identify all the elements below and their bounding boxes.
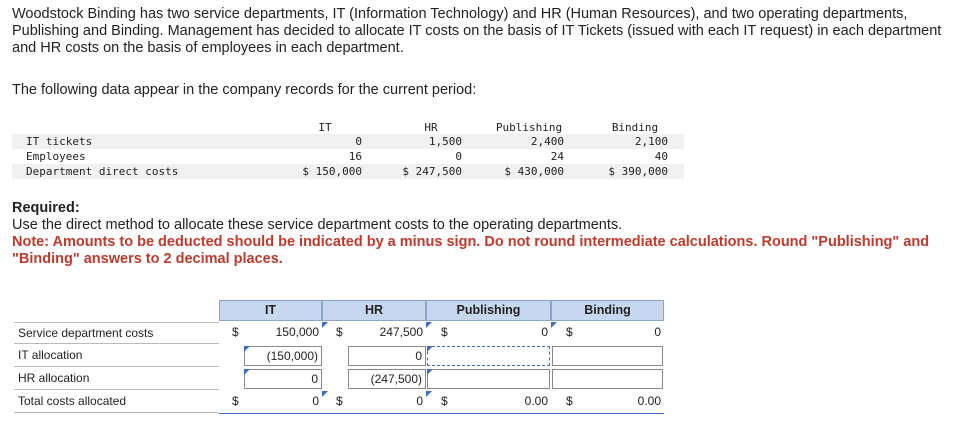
it-allocation-publishing-input[interactable] xyxy=(427,346,550,366)
service-costs-publishing: 0 xyxy=(541,325,548,339)
total-binding: 0.00 xyxy=(637,394,661,408)
input-marker xyxy=(244,369,250,375)
total-hr: 0 xyxy=(416,394,423,408)
data-row-direct-costs: Department direct costs $ 150,000 $ 247,… xyxy=(12,164,684,179)
data-cell: $ 150,000 xyxy=(302,165,362,178)
row-label: Employees xyxy=(26,150,86,163)
data-cell: 0 xyxy=(355,135,362,148)
currency-sign: $ xyxy=(336,394,343,408)
service-costs-binding: 0 xyxy=(654,325,661,339)
required-title: Required: xyxy=(12,200,80,216)
row-label-total: Total costs allocated xyxy=(14,391,219,413)
input-marker xyxy=(322,322,328,328)
input-marker xyxy=(426,322,432,328)
currency-sign: $ xyxy=(336,325,343,339)
grid-header-it: IT xyxy=(219,300,322,321)
hr-allocation-binding-input[interactable] xyxy=(552,369,663,389)
col-header-publishing: Publishing xyxy=(495,121,563,134)
service-costs-it: 150,000 xyxy=(275,325,319,339)
data-cell: 0 xyxy=(455,150,462,163)
data-cell: 16 xyxy=(348,150,362,163)
currency-sign: $ xyxy=(566,394,573,408)
data-cell: $ 430,000 xyxy=(504,165,564,178)
row-label-service-costs: Service department costs xyxy=(14,322,219,344)
currency-sign: $ xyxy=(232,394,239,408)
required-note: Note: Amounts to be deducted should be i… xyxy=(12,234,930,267)
grid-header-publishing: Publishing xyxy=(426,300,551,321)
company-data-table: IT HR Publishing Binding IT tickets 0 1,… xyxy=(12,120,684,179)
it-allocation-binding-input[interactable] xyxy=(552,346,663,366)
grid-header-hr: HR xyxy=(322,300,426,321)
data-cell: 2,400 xyxy=(530,135,564,148)
input-marker xyxy=(427,346,433,352)
input-marker xyxy=(322,391,328,397)
col-header-binding: Binding xyxy=(611,121,659,134)
data-cell: 1,500 xyxy=(428,135,462,148)
col-header-hr: HR xyxy=(424,121,438,134)
problem-intro: Woodstock Binding has two service depart… xyxy=(12,6,942,56)
it-allocation-hr-input[interactable]: 0 xyxy=(348,346,426,366)
data-cell: $ 247,500 xyxy=(402,165,462,178)
currency-sign: $ xyxy=(566,325,573,339)
input-marker xyxy=(426,391,432,397)
total-publishing: 0.00 xyxy=(524,394,548,408)
data-row-it-tickets: IT tickets 0 1,500 2,400 2,100 xyxy=(12,134,684,149)
total-underline xyxy=(219,413,664,414)
currency-sign: $ xyxy=(441,325,448,339)
data-cell: 40 xyxy=(654,150,668,163)
input-marker xyxy=(244,346,250,352)
currency-sign: $ xyxy=(441,394,448,408)
it-allocation-it-input[interactable]: (150,000) xyxy=(244,346,322,366)
hr-allocation-hr-input[interactable]: (247,500) xyxy=(348,369,426,389)
service-costs-hr: 247,500 xyxy=(379,325,423,339)
hr-allocation-publishing-input[interactable] xyxy=(427,369,550,389)
total-it: 0 xyxy=(312,394,319,408)
input-marker xyxy=(551,322,557,328)
grid-header-binding: Binding xyxy=(551,300,664,321)
data-lead-text: The following data appear in the company… xyxy=(12,82,477,98)
currency-sign: $ xyxy=(232,325,239,339)
row-label: Department direct costs xyxy=(26,165,179,178)
data-table-header: IT HR Publishing Binding xyxy=(12,120,684,134)
hr-allocation-it-input[interactable]: 0 xyxy=(244,369,322,389)
row-label-hr-allocation: HR allocation xyxy=(14,368,219,390)
row-label: IT tickets xyxy=(26,135,93,148)
data-cell: 24 xyxy=(550,150,564,163)
data-cell: 2,100 xyxy=(634,135,668,148)
required-instruction: Use the direct method to allocate these … xyxy=(12,217,623,233)
row-label-it-allocation: IT allocation xyxy=(14,345,219,367)
answer-grid: IT HR Publishing Binding Service departm… xyxy=(14,300,664,415)
required-section: Required: Use the direct method to alloc… xyxy=(12,200,952,268)
input-marker xyxy=(427,369,433,375)
col-header-it: IT xyxy=(318,121,332,134)
data-cell: $ 390,000 xyxy=(608,165,668,178)
data-row-employees: Employees 16 0 24 40 xyxy=(12,149,684,164)
